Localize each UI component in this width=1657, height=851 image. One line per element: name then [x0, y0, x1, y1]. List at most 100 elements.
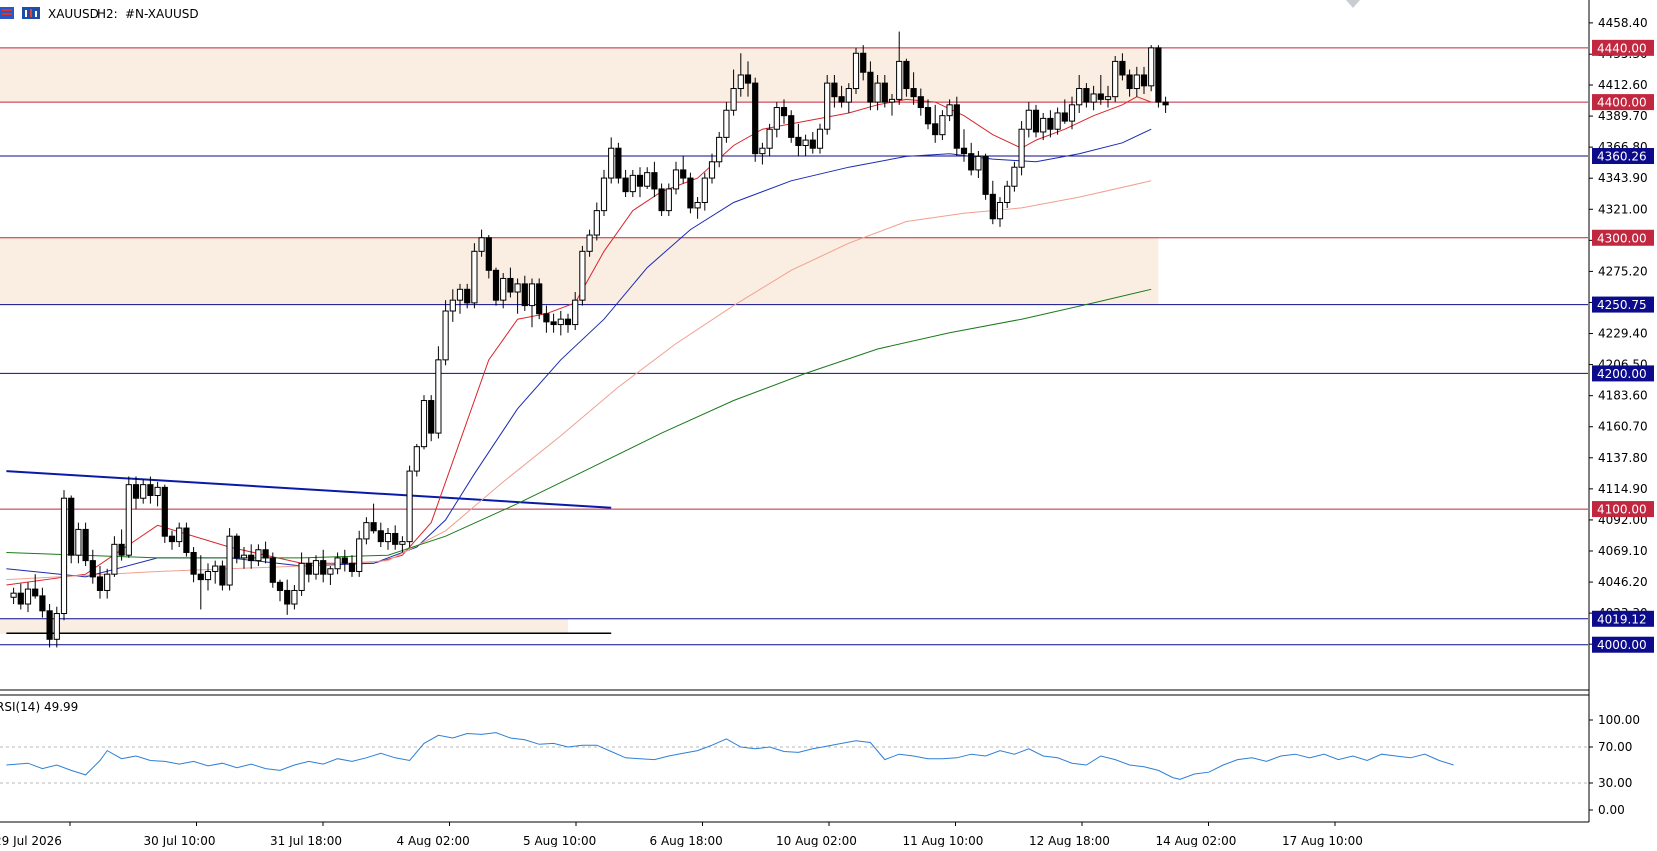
candle[interactable]	[917, 88, 924, 116]
candle[interactable]	[341, 549, 348, 572]
candle[interactable]	[147, 476, 154, 504]
candle[interactable]	[759, 142, 766, 165]
candle[interactable]	[680, 156, 687, 184]
candle[interactable]	[327, 566, 334, 586]
candle[interactable]	[154, 481, 161, 507]
candle[interactable]	[233, 533, 240, 564]
candle[interactable]	[881, 74, 888, 108]
candle[interactable]	[989, 180, 996, 225]
candle[interactable]	[1140, 66, 1148, 94]
level-badge[interactable]	[1592, 94, 1654, 111]
candle[interactable]	[845, 83, 852, 113]
candle[interactable]	[694, 197, 701, 219]
trendline[interactable]	[6, 470, 612, 509]
candle[interactable]	[298, 552, 305, 596]
candle[interactable]	[183, 522, 190, 557]
candle[interactable]	[492, 267, 500, 306]
candle[interactable]	[96, 566, 104, 599]
candle[interactable]	[629, 169, 636, 198]
candle[interactable]	[514, 278, 521, 314]
candle[interactable]	[780, 99, 788, 124]
candle[interactable]	[838, 85, 845, 108]
candle[interactable]	[291, 585, 298, 610]
candle[interactable]	[1047, 110, 1054, 138]
candle[interactable]	[1025, 102, 1032, 138]
candle[interactable]	[212, 560, 219, 584]
candle[interactable]	[428, 395, 435, 442]
candle[interactable]	[1004, 180, 1011, 208]
chart-window-icon[interactable]	[0, 7, 14, 19]
candle[interactable]	[449, 289, 456, 322]
candle[interactable]	[377, 522, 384, 548]
candle[interactable]	[478, 229, 485, 257]
candle[interactable]	[924, 99, 932, 130]
candle[interactable]	[485, 235, 492, 279]
candle[interactable]	[665, 183, 672, 217]
candle[interactable]	[255, 544, 262, 567]
candle[interactable]	[831, 74, 838, 108]
candle[interactable]	[320, 549, 327, 583]
candle[interactable]	[348, 555, 356, 577]
candle[interactable]	[557, 311, 564, 336]
candle[interactable]	[111, 536, 118, 577]
candle[interactable]	[161, 484, 168, 543]
candle[interactable]	[125, 476, 132, 558]
candle[interactable]	[737, 53, 744, 97]
candle[interactable]	[946, 99, 953, 122]
candle[interactable]	[464, 283, 471, 309]
candle[interactable]	[226, 528, 233, 591]
candle[interactable]	[852, 47, 860, 94]
candle[interactable]	[521, 275, 528, 312]
candle[interactable]	[996, 197, 1004, 227]
candle[interactable]	[248, 544, 255, 569]
candle[interactable]	[953, 96, 960, 157]
candle[interactable]	[75, 522, 82, 564]
candle[interactable]	[1040, 112, 1047, 141]
candle[interactable]	[1126, 69, 1133, 97]
candle[interactable]	[413, 443, 420, 477]
candle[interactable]	[939, 110, 946, 141]
candle[interactable]	[363, 517, 370, 545]
candle[interactable]	[39, 587, 46, 618]
candle[interactable]	[773, 102, 780, 138]
candle[interactable]	[1119, 53, 1126, 81]
candle[interactable]	[305, 557, 312, 583]
candle[interactable]	[284, 579, 291, 615]
level-badge[interactable]	[1592, 365, 1654, 382]
candle[interactable]	[334, 552, 341, 575]
candle[interactable]	[658, 183, 665, 217]
candle[interactable]	[1155, 45, 1162, 108]
candle[interactable]	[312, 555, 320, 580]
candle[interactable]	[104, 568, 111, 599]
candle[interactable]	[579, 245, 586, 306]
candle[interactable]	[572, 292, 579, 331]
candle[interactable]	[982, 153, 989, 200]
candle[interactable]	[17, 583, 24, 610]
candle[interactable]	[536, 278, 543, 320]
candle[interactable]	[399, 536, 406, 553]
candle[interactable]	[140, 479, 147, 504]
candle[interactable]	[802, 134, 809, 157]
candle[interactable]	[744, 61, 752, 97]
candle[interactable]	[874, 74, 881, 111]
candle[interactable]	[1104, 85, 1112, 108]
candle[interactable]	[564, 313, 572, 333]
candle[interactable]	[622, 169, 629, 198]
candle[interactable]	[896, 31, 903, 105]
candle[interactable]	[528, 278, 536, 328]
candle[interactable]	[824, 74, 831, 135]
candle[interactable]	[1083, 83, 1090, 108]
candle[interactable]	[60, 490, 68, 621]
candle[interactable]	[910, 72, 917, 105]
candle[interactable]	[593, 202, 600, 241]
candle[interactable]	[932, 104, 939, 143]
candle[interactable]	[1133, 66, 1140, 97]
bars-icon[interactable]	[22, 7, 40, 19]
candle[interactable]	[608, 137, 615, 184]
candle[interactable]	[644, 167, 651, 189]
candle[interactable]	[903, 58, 910, 97]
candle[interactable]	[1112, 55, 1119, 103]
level-badge[interactable]	[1592, 148, 1654, 165]
